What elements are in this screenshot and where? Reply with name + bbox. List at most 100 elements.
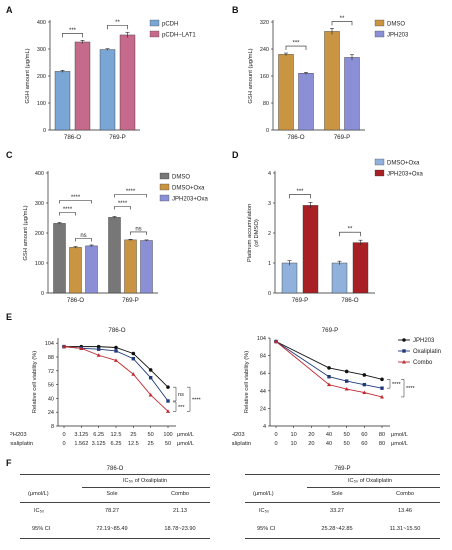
- y-tick-label: 64: [260, 371, 266, 377]
- significance-bracket: [289, 194, 311, 199]
- bar: [324, 31, 340, 131]
- y-tick-label: 2: [268, 231, 271, 237]
- legend-label: Oxaliplatin: [413, 349, 441, 355]
- bar: [54, 71, 71, 131]
- bar: [281, 262, 298, 294]
- x-units-oxaliplatin: μmol/L: [177, 441, 194, 447]
- significance-label: ***: [69, 28, 77, 34]
- bar: [53, 223, 66, 294]
- table-786o-r1-combo: 18.78~23.90: [164, 526, 196, 532]
- data-point: [380, 377, 384, 382]
- x-tick-label-jph203: 0: [62, 432, 65, 438]
- data-point: [362, 373, 367, 377]
- y-tick-label: 72: [48, 369, 54, 375]
- table-769p-r1-label: 95% CI: [257, 526, 276, 532]
- legend-label: JPH203+Oxa: [387, 171, 424, 177]
- series-line-oxaliplatin: [63, 346, 169, 402]
- table-786o-r0-label: IC₅₀: [34, 508, 45, 514]
- significance-bracket: [173, 401, 177, 412]
- significance-bracket: [114, 206, 131, 210]
- legend-swatch: [159, 194, 170, 202]
- y-tick-label: 300: [37, 47, 46, 53]
- table-786o-header: IC₅₀ of Oxaliplatin: [122, 478, 168, 484]
- chart-a-gsh-lat1: 0 100 200 300 400 GSH amount (μg/mL) 786-O 769-…: [25, 20, 196, 141]
- y-tick-label: 24: [48, 410, 54, 416]
- chart-e-769p-viability: 769-P 4 24 44 64 84 104 Relative cell viability…: [232, 327, 441, 447]
- table-786o-col-sole: Sole: [106, 491, 118, 497]
- bar: [344, 57, 360, 131]
- y-tick-label: 4: [268, 171, 271, 177]
- legend-swatch: [159, 183, 170, 191]
- table-769p-r1-sole: 25.28~42.85: [321, 526, 353, 532]
- x-tick-label-oxaliplatin: 80: [379, 441, 385, 447]
- table-786o-r0-combo: 21.13: [173, 508, 187, 514]
- significance-bracket: [75, 238, 92, 242]
- data-point: [79, 346, 84, 350]
- y-tick-label: 1: [268, 261, 271, 267]
- x-tick-label: 786-O: [287, 134, 304, 141]
- series-line-jph203: [275, 341, 383, 380]
- bar: [298, 73, 314, 131]
- bar: [85, 245, 98, 294]
- chart-title: 786-O: [108, 327, 125, 334]
- data-point: [148, 392, 153, 397]
- significance-label: ***: [178, 405, 185, 411]
- y-axis-label: GSH amount (μg/mL): [25, 48, 31, 103]
- data-point: [62, 344, 66, 349]
- legend-label: DMSO: [172, 174, 190, 180]
- data-point: [166, 385, 170, 389]
- data-point: [327, 366, 331, 370]
- significance-label: ***: [296, 189, 304, 195]
- legend-swatch: [374, 19, 385, 27]
- data-point: [114, 349, 118, 353]
- x-tick-label-oxaliplatin: 50: [344, 441, 350, 447]
- legend-marker: [402, 349, 406, 353]
- table-786o-unit: (μmol/L): [28, 491, 49, 497]
- table-769p-col-sole: Sole: [331, 491, 343, 497]
- chart-b-gsh-jph203: 0 80 160 240 320 GSH amount (μg/mL) 786-O 769-P…: [248, 16, 409, 141]
- legend-marker: [402, 359, 406, 364]
- y-tick-label: 100: [35, 261, 44, 267]
- y-tick-label: 40: [48, 396, 54, 402]
- significance-label: ***: [292, 41, 300, 47]
- data-point: [344, 379, 349, 383]
- data-point: [362, 382, 367, 387]
- significance-label: **: [115, 20, 120, 26]
- y-tick-label: 400: [37, 20, 46, 26]
- x-tick-label-jph203: 0: [274, 432, 277, 438]
- y-tick-label: 8: [51, 424, 54, 430]
- x-tick-label-oxaliplatin: 1.562: [74, 441, 88, 447]
- table-786o: IC₅₀ of Oxaliplatin (μmol/L) Sole Combo …: [20, 474, 210, 546]
- data-point: [344, 369, 349, 374]
- table-786o-col-combo: Combo: [170, 491, 190, 497]
- table-786o-title: 786-O: [106, 466, 124, 472]
- significance-label: ns: [178, 392, 184, 398]
- x-tick-label: 769-P: [334, 134, 351, 141]
- significance-bracket: [285, 45, 307, 51]
- x-tick-label-jph203: 25: [130, 432, 136, 438]
- y-tick-label: 400: [35, 171, 44, 177]
- table-769p-r0-label: IC₅₀: [259, 508, 270, 514]
- table-769p-title: 769-P: [334, 466, 351, 472]
- bar: [74, 41, 91, 131]
- x-row-label-oxaliplatin: Oxaliplatin: [232, 441, 251, 447]
- x-tick-label: 769-P: [122, 297, 139, 304]
- significance-bracket: [339, 231, 361, 237]
- y-tick-label: 24: [260, 406, 266, 412]
- legend-swatch: [159, 172, 170, 180]
- y-tick-label: 100: [37, 101, 46, 107]
- legend-label: DMSO+Oxa: [387, 160, 420, 166]
- bar: [99, 49, 116, 131]
- legend-label: DMSO: [387, 21, 405, 27]
- legend-label: DMSO+Oxa: [172, 185, 205, 191]
- y-tick-label: 88: [48, 355, 54, 361]
- x-tick-label-jph203: 12.5: [111, 432, 122, 438]
- bar: [140, 240, 153, 294]
- panel-label-d: D: [232, 150, 239, 160]
- series-line-oxaliplatin: [275, 341, 383, 389]
- y-axis-label: GSH amount (μg/mL): [248, 48, 254, 103]
- y-tick-label: 4: [263, 424, 266, 430]
- y-tick-label: 240: [260, 47, 269, 53]
- legend-swatch: [149, 30, 160, 38]
- x-row-label-oxaliplatin: Oxaliplatin: [10, 441, 33, 447]
